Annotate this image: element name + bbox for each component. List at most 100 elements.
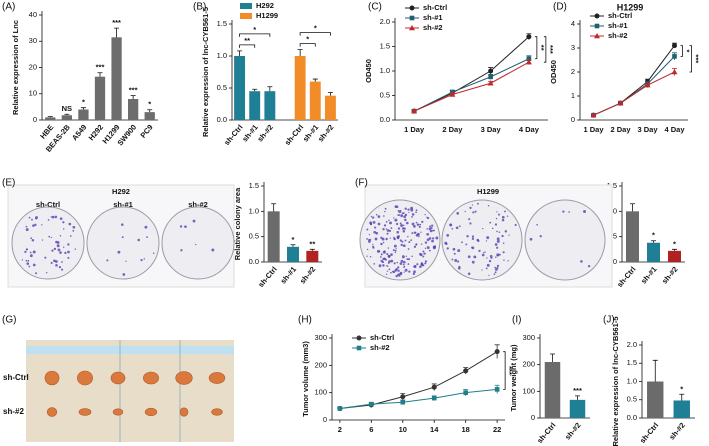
significance-label: *: [292, 235, 295, 244]
error-bar: [550, 353, 555, 362]
colony: [456, 260, 460, 263]
x-tick-label: 1 Day: [583, 125, 604, 134]
bar: [144, 112, 155, 120]
colony: [423, 265, 425, 267]
colony: [432, 245, 435, 248]
colony: [144, 225, 148, 229]
colony: [489, 254, 493, 258]
colony: [382, 250, 386, 254]
y-tick-label: 0.5: [249, 232, 259, 241]
colony: [420, 231, 422, 233]
colony: [195, 243, 197, 246]
error-bar: [64, 113, 70, 116]
legend-label: sh-Ctrl: [370, 333, 394, 342]
colony: [504, 210, 506, 213]
marker: [463, 368, 469, 374]
colony: [399, 275, 401, 277]
x-tick-label: 22: [493, 425, 501, 434]
y-tick-label: 2: [571, 67, 575, 76]
colony: [380, 253, 383, 256]
colony: [486, 263, 490, 267]
line: [413, 58, 530, 112]
colony: [41, 224, 43, 226]
colony: [496, 211, 498, 213]
y-axis-label: Relative expression of Lnc: [11, 20, 20, 115]
colony: [415, 211, 417, 214]
colony: [486, 257, 488, 259]
colony: [59, 251, 62, 254]
colony: [399, 239, 402, 242]
colony: [368, 233, 371, 236]
line: [593, 45, 675, 116]
colony: [402, 255, 404, 257]
colony: [387, 254, 391, 258]
colony: [428, 249, 431, 252]
colony: [74, 248, 77, 250]
x-tick-label: 3 Day: [637, 125, 658, 134]
colony: [407, 263, 410, 265]
dish: [86, 206, 160, 280]
colony: [374, 237, 378, 241]
colony: [404, 218, 407, 222]
colony: [424, 262, 427, 265]
colony: [422, 255, 425, 258]
colony: [54, 260, 58, 263]
colony: [377, 215, 381, 218]
significance-label: *: [314, 24, 317, 33]
panel-label: (D): [553, 2, 567, 13]
colony: [487, 205, 490, 207]
y-tick-label: 1.0: [217, 51, 227, 60]
colony: [469, 206, 472, 210]
tumor: [144, 407, 158, 417]
colony: [106, 259, 109, 262]
colony: [395, 222, 399, 226]
colony: [399, 222, 402, 225]
colony: [68, 222, 72, 226]
tumor: [44, 370, 60, 386]
colony: [403, 266, 405, 269]
y-tick-label: 1.5: [627, 358, 637, 367]
colony: [399, 271, 403, 275]
colony: [507, 260, 509, 262]
colony: [400, 214, 404, 218]
x-tick-label: sh-Ctrl: [283, 123, 305, 147]
colony: [381, 237, 385, 241]
colony: [31, 218, 33, 221]
y-tick-label: 1.0: [249, 206, 259, 215]
panel-label: (A): [2, 2, 15, 13]
y-tick-label: 1.0: [380, 66, 390, 75]
y-tick-label: 0: [323, 415, 327, 424]
colony: [143, 258, 145, 260]
colony: [21, 259, 24, 261]
bar: [111, 37, 122, 120]
colony: [471, 235, 475, 238]
colony: [382, 227, 385, 231]
legend-label: sh-#2: [608, 31, 628, 40]
colony: [395, 268, 398, 271]
colony: [539, 235, 542, 238]
colony: [389, 221, 392, 225]
colony: [389, 237, 391, 239]
y-tick-label: 0: [33, 115, 37, 124]
colony: [376, 249, 380, 253]
colony: [395, 274, 398, 278]
colony: [390, 227, 393, 229]
y-tick-label: 1: [571, 91, 575, 100]
y-tick-label: 0.5: [380, 90, 390, 99]
colony: [587, 264, 591, 268]
bar: [267, 211, 280, 262]
marker: [337, 406, 343, 411]
colony: [371, 216, 375, 219]
colony: [41, 239, 44, 241]
colony: [416, 223, 420, 226]
colony: [53, 247, 57, 251]
significance-label: NS: [62, 104, 72, 113]
dish-label: sh-#1: [113, 200, 133, 209]
x-tick-label: sh-Ctrl: [256, 265, 278, 289]
bar: [264, 91, 276, 120]
colony: [395, 247, 397, 250]
colony: [471, 204, 474, 206]
colony: [398, 210, 402, 214]
colony: [394, 251, 397, 254]
bar: [569, 399, 586, 418]
